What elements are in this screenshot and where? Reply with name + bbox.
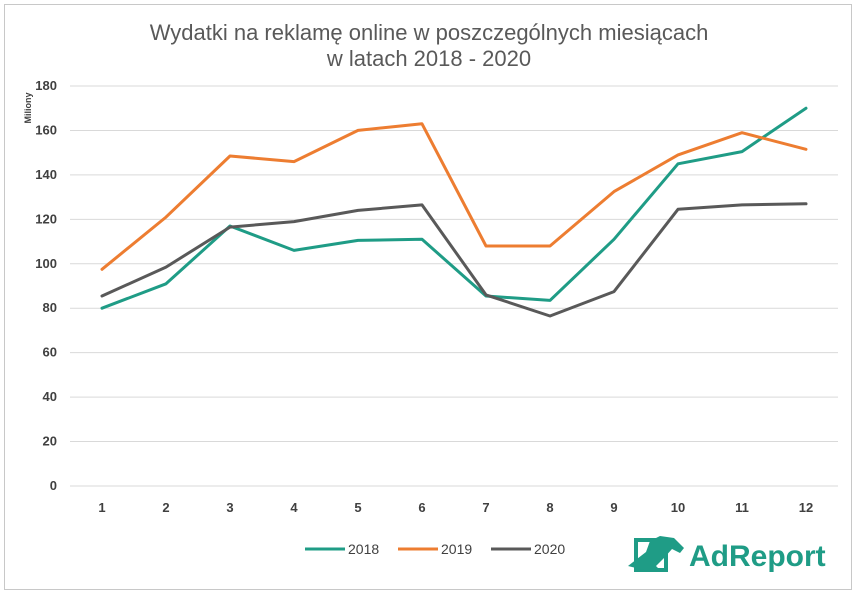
grid-lines <box>70 85 838 487</box>
series-line-2019 <box>100 122 808 271</box>
x-tick-label: 4 <box>290 500 298 515</box>
x-tick-label: 1 <box>98 500 105 515</box>
series-lines <box>100 106 808 318</box>
x-tick-label: 3 <box>226 500 233 515</box>
chart-title-line2: w latach 2018 - 2020 <box>326 46 532 71</box>
legend-label-2019: 2019 <box>441 541 472 557</box>
x-tick-label: 6 <box>418 500 425 515</box>
y-tick-label: 140 <box>35 167 57 182</box>
legend-label-2018: 2018 <box>348 541 379 557</box>
y-tick-label: 160 <box>35 122 57 137</box>
x-tick-label: 11 <box>735 500 749 515</box>
y-axis-ticks: 0 20 40 60 80 100 120 140 160 180 <box>35 78 57 493</box>
y-axis-label: Miliony <box>23 93 33 124</box>
x-tick-label: 2 <box>162 500 169 515</box>
y-tick-label: 100 <box>35 256 57 271</box>
chart-title-line1: Wydatki na reklamę online w poszczególny… <box>149 20 709 45</box>
x-tick-label: 8 <box>546 500 553 515</box>
series-line-2020 <box>100 202 808 318</box>
legend-label-2020: 2020 <box>534 541 565 557</box>
x-tick-label: 10 <box>671 500 685 515</box>
x-tick-label: 7 <box>482 500 489 515</box>
y-tick-label: 20 <box>43 434 57 449</box>
x-tick-label: 9 <box>610 500 617 515</box>
x-axis-ticks: 1 2 3 4 5 6 7 8 9 10 11 12 <box>98 500 813 515</box>
chart-title: Wydatki na reklamę online w poszczególny… <box>0 20 858 72</box>
horse-head-logo-icon <box>628 536 684 572</box>
x-tick-label: 5 <box>354 500 361 515</box>
y-tick-label: 80 <box>43 300 57 315</box>
logo-text: AdReport <box>689 540 826 573</box>
y-tick-label: 120 <box>35 211 57 226</box>
y-tick-label: 180 <box>35 78 57 93</box>
series-line-2018 <box>100 106 808 310</box>
x-tick-label: 12 <box>799 500 813 515</box>
y-tick-label: 0 <box>50 478 57 493</box>
adreport-logo: AdReport <box>628 536 826 573</box>
legend: 2018 2019 2020 <box>305 541 565 557</box>
y-tick-label: 40 <box>43 389 57 404</box>
chart-frame <box>4 4 852 590</box>
y-tick-label: 60 <box>43 345 57 360</box>
